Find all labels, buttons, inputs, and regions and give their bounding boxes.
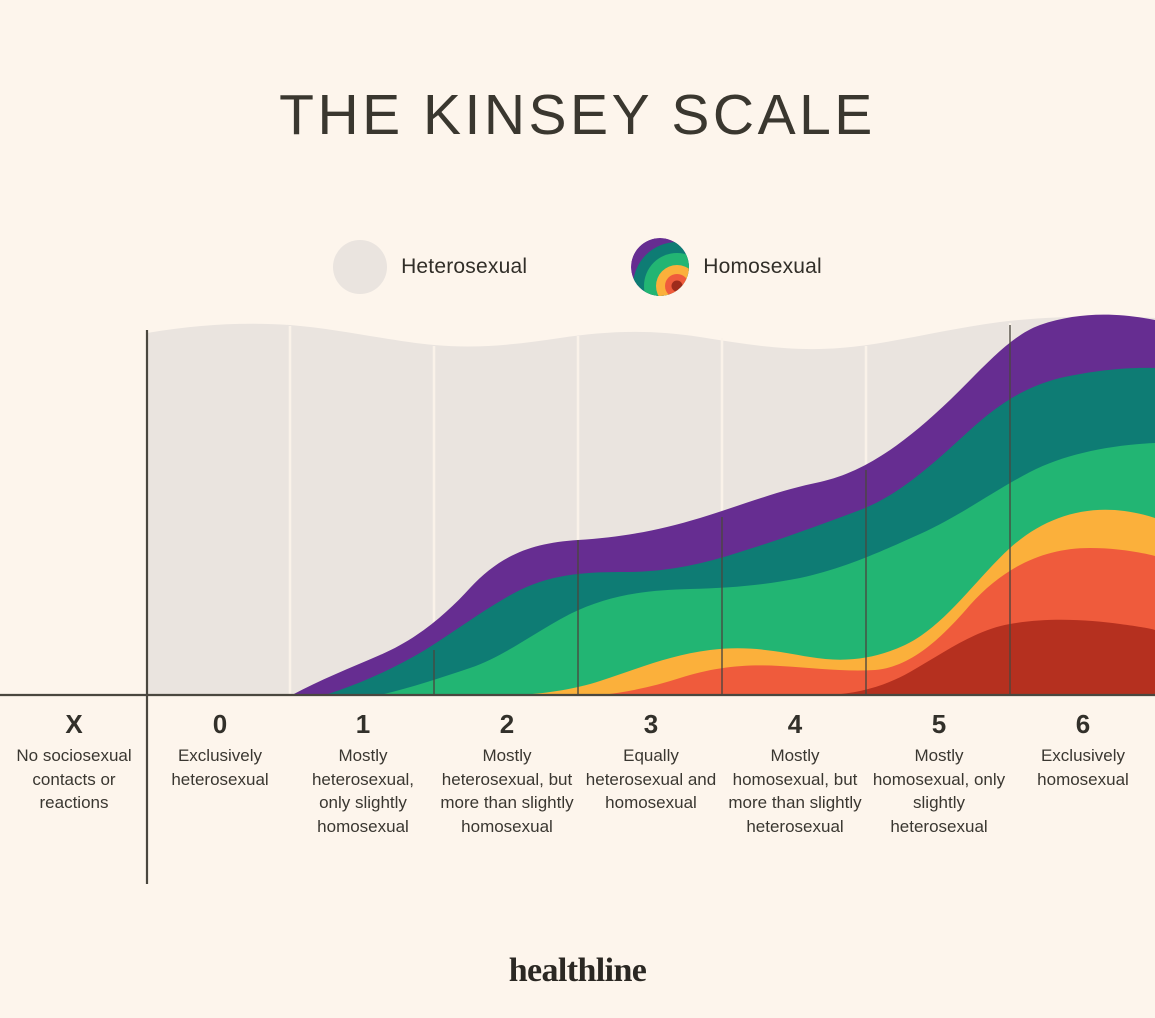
axis-category-5: 5 Mostly homosexual, only slightly heter…: [872, 708, 1006, 838]
axis-category-4: 4 Mostly homosexual, but more than sligh…: [728, 708, 862, 838]
axis-value: 5: [931, 709, 947, 739]
legend-label-heterosexual: Heterosexual: [401, 255, 528, 278]
grey-circle-icon: [333, 240, 388, 294]
legend-item-heterosexual: Heterosexual: [333, 240, 527, 294]
axis-value: 1: [355, 709, 371, 739]
chart-tick-lines: [433, 325, 1011, 695]
axis-category-2: 2 Mostly heterosexual, but more than sli…: [440, 708, 574, 838]
axis-category-labels: X No sociosexual contacts or reactions 0…: [0, 708, 1155, 888]
axis-description: Mostly homosexual, only slightly heteros…: [872, 746, 1006, 836]
axis-value: 4: [787, 709, 803, 739]
legend-item-homosexual: Homosexual: [631, 238, 822, 296]
axis-description: Mostly heterosexual, but more than sligh…: [440, 746, 574, 836]
axis-value: 3: [643, 709, 659, 739]
axis-category-3: 3 Equally heterosexual and homosexual: [584, 708, 718, 815]
healthline-logo: healthline: [508, 952, 647, 989]
axis-value: 2: [499, 709, 515, 739]
axis-category-0: 0 Exclusively heterosexual: [154, 708, 286, 791]
axis-category-x: X No sociosexual contacts or reactions: [8, 708, 140, 815]
page-title: THE KINSEY SCALE: [279, 83, 876, 147]
axis-value: 0: [212, 709, 228, 739]
legend-label-homosexual: Homosexual: [703, 255, 822, 278]
axis-category-6: 6 Exclusively homosexual: [1016, 708, 1150, 791]
chart-legend: Heterosexual Homo: [0, 238, 1155, 296]
multicolor-circle-icon: [631, 238, 690, 296]
axis-description: Exclusively heterosexual: [171, 746, 269, 789]
axis-description: Exclusively homosexual: [1037, 746, 1129, 789]
axis-category-1: 1 Mostly heterosexual, only slightly hom…: [296, 708, 430, 838]
axis-description: Mostly heterosexual, only slightly homos…: [311, 746, 415, 836]
axis-description: No sociosexual contacts or reactions: [16, 746, 132, 812]
axis-description: Equally heterosexual and homosexual: [585, 746, 717, 812]
band-darkred: [830, 619, 1155, 695]
axis-value: 6: [1075, 709, 1091, 739]
axis-value: X: [65, 709, 83, 739]
axis-description: Mostly homosexual, but more than slightl…: [728, 746, 862, 836]
